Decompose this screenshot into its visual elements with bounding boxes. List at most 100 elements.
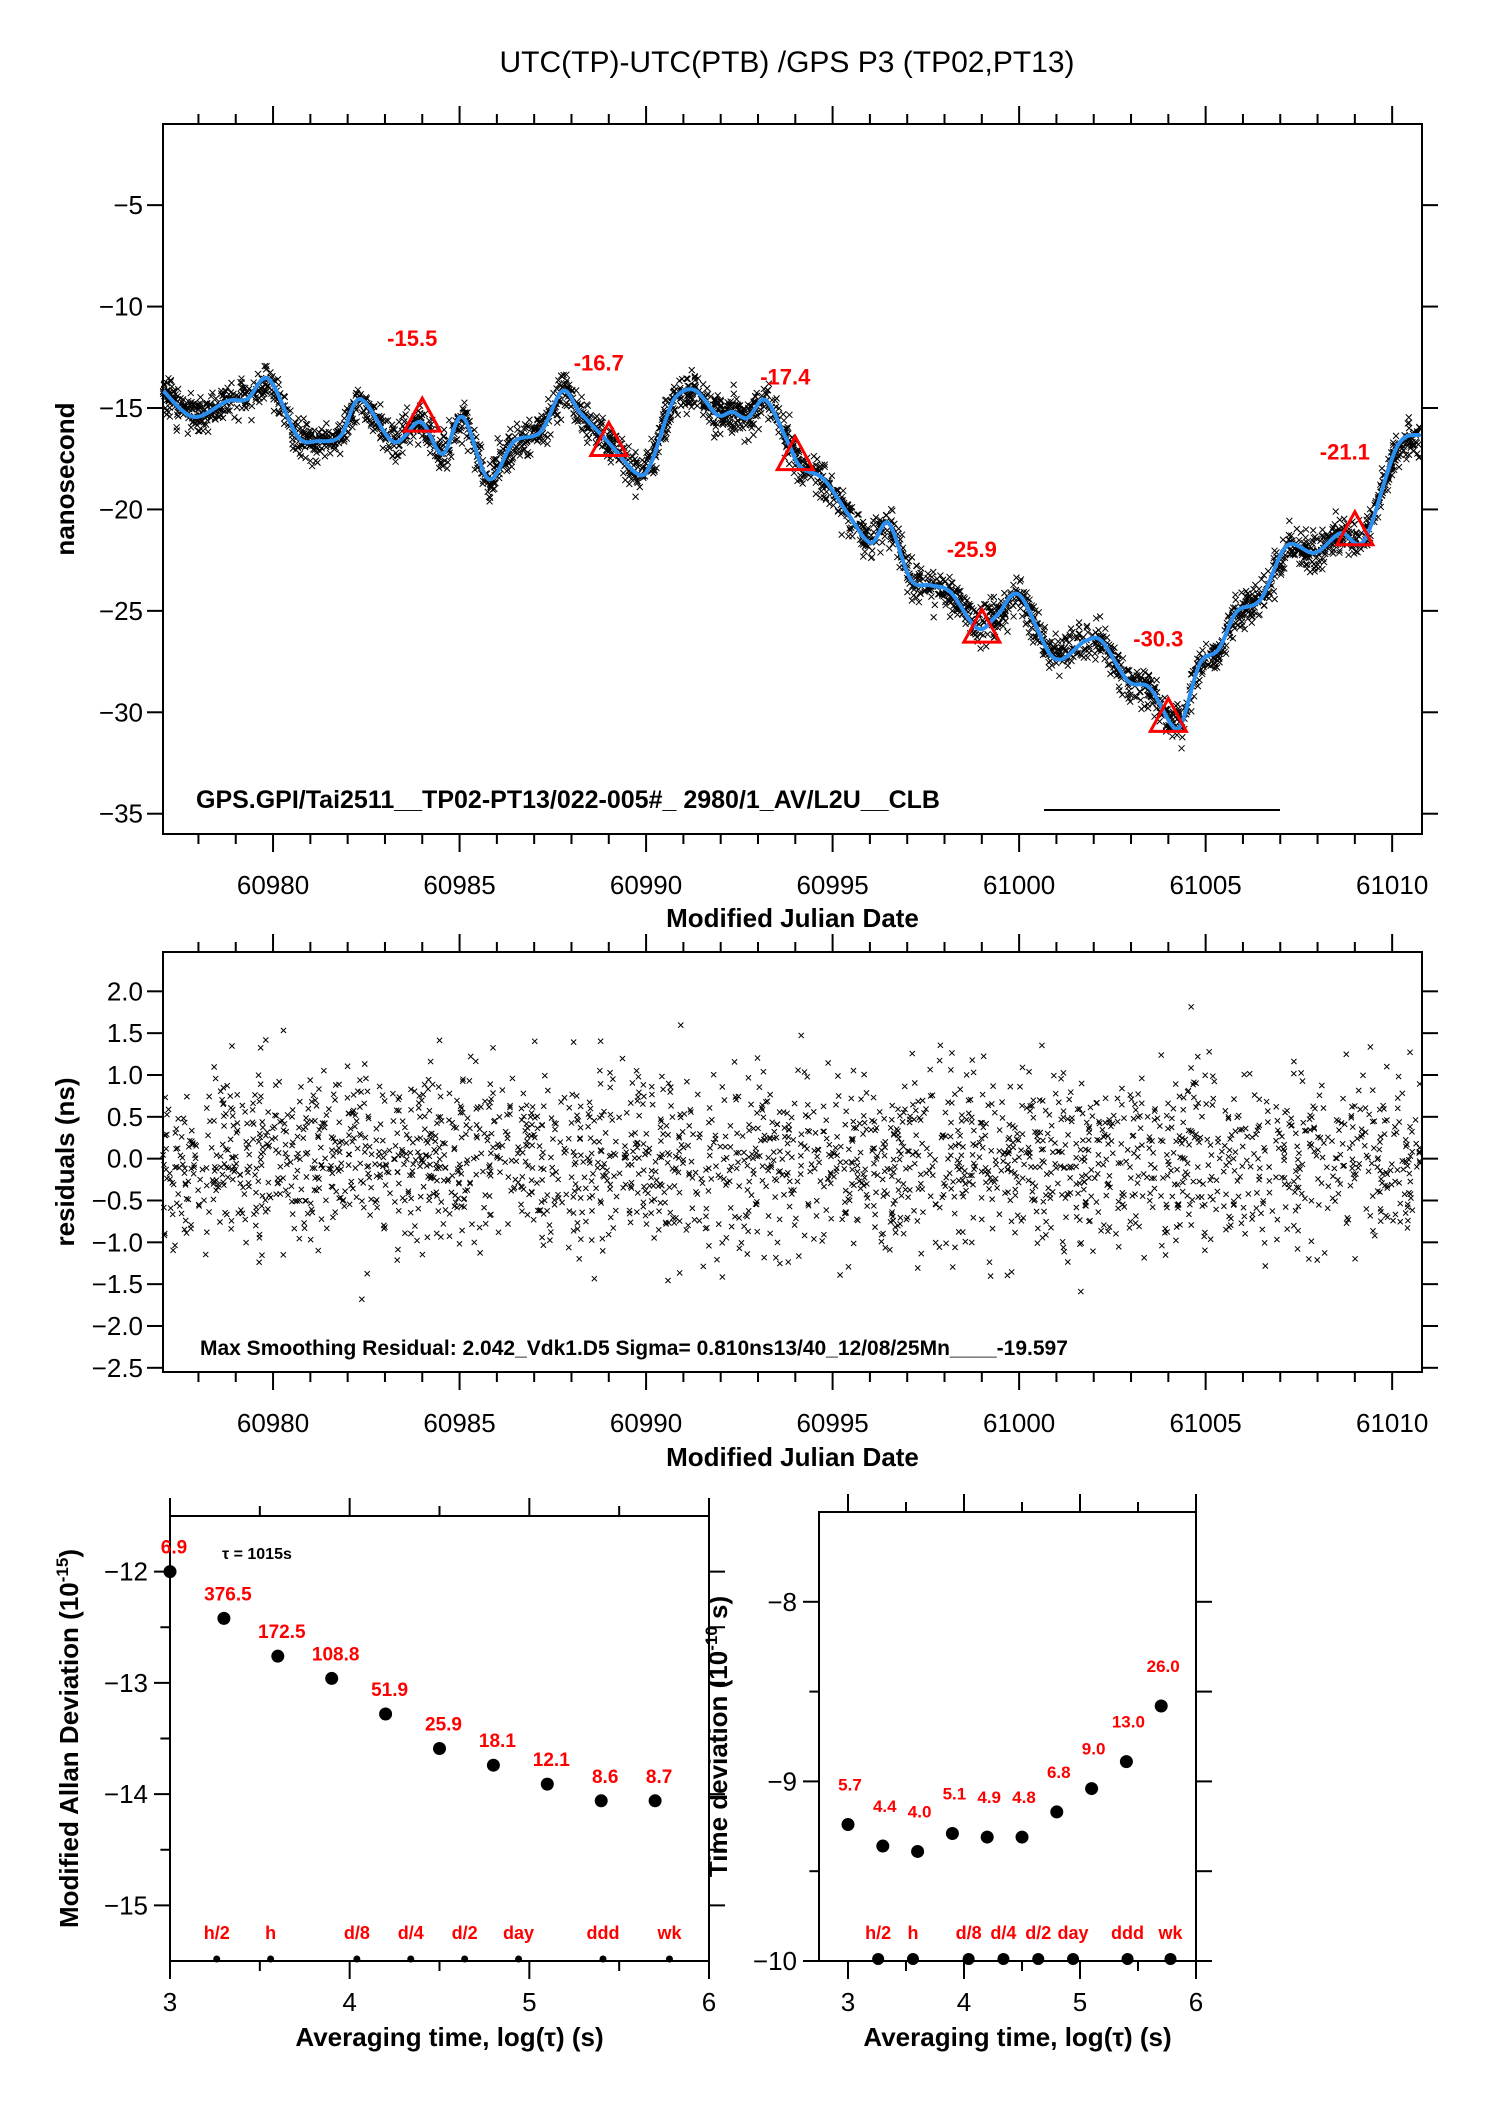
residual-point xyxy=(233,1160,240,1167)
raw-data-point xyxy=(376,401,384,408)
residual-point xyxy=(212,1075,219,1082)
residual-point xyxy=(881,1187,888,1194)
residual-point xyxy=(1162,1252,1169,1258)
y-tick-label: −30 xyxy=(99,697,143,727)
raw-data-point xyxy=(1069,628,1076,636)
raw-data-point xyxy=(219,414,227,422)
residual-point xyxy=(1083,1119,1090,1126)
residual-point xyxy=(1377,1167,1384,1174)
residual-point xyxy=(1025,1144,1032,1151)
residual-point xyxy=(784,1140,791,1147)
raw-data-point xyxy=(1392,432,1400,440)
residual-point xyxy=(536,1143,543,1150)
raw-data-point xyxy=(358,408,365,416)
residual-point xyxy=(779,1156,786,1163)
plot-frame xyxy=(162,123,1423,835)
residual-point xyxy=(169,1211,176,1218)
marker-value-label: -15.5 xyxy=(387,326,437,351)
raw-data-point xyxy=(1196,650,1204,657)
residual-point xyxy=(1172,1081,1179,1088)
residual-points xyxy=(160,1003,1423,1303)
residual-point xyxy=(508,1157,515,1164)
residual-point xyxy=(1367,1212,1374,1219)
raw-data-point xyxy=(1092,656,1099,663)
residual-point xyxy=(421,1113,428,1120)
residual-point xyxy=(1269,1208,1276,1215)
raw-data-point xyxy=(858,540,865,548)
residual-point xyxy=(994,1184,1001,1191)
raw-data-point xyxy=(1405,424,1413,432)
residual-point xyxy=(759,1163,766,1170)
residual-point xyxy=(929,1163,936,1170)
residual-point xyxy=(1147,1161,1154,1168)
residual-point xyxy=(705,1188,712,1194)
residual-point xyxy=(552,1126,558,1133)
raw-data-point xyxy=(1148,677,1156,684)
residual-point xyxy=(1214,1188,1221,1195)
residual-point xyxy=(462,1131,469,1138)
raw-data-point xyxy=(990,593,998,601)
residual-point xyxy=(533,1180,540,1186)
residual-point xyxy=(357,1077,363,1084)
residual-point xyxy=(367,1212,374,1218)
residual-point xyxy=(648,1174,655,1181)
residual-point xyxy=(262,1197,269,1204)
residual-point xyxy=(399,1118,406,1125)
residual-point xyxy=(909,1151,916,1158)
raw-data-point xyxy=(997,597,1005,605)
residual-point xyxy=(215,1181,222,1188)
residual-point xyxy=(1295,1174,1301,1181)
residual-point xyxy=(539,1177,546,1183)
raw-data-point xyxy=(1336,549,1343,557)
raw-data-point xyxy=(444,458,452,466)
residual-point xyxy=(1274,1216,1281,1223)
raw-data-point xyxy=(1062,635,1070,642)
raw-data-point xyxy=(267,369,274,376)
residual-point xyxy=(948,1119,954,1126)
residual-point xyxy=(963,1116,970,1123)
residual-point xyxy=(719,1239,726,1246)
residual-point xyxy=(955,1127,961,1134)
residual-point xyxy=(746,1121,752,1128)
residual-point xyxy=(1394,1095,1401,1101)
residual-point xyxy=(641,1183,647,1190)
residual-point xyxy=(1158,1192,1164,1199)
residual-point xyxy=(257,1156,264,1163)
raw-data-point xyxy=(1085,649,1093,657)
raw-data-point xyxy=(1106,661,1114,668)
residual-point xyxy=(946,1170,953,1177)
residual-point xyxy=(164,1111,170,1118)
residual-point xyxy=(978,1194,985,1201)
residual-point xyxy=(870,1094,877,1101)
raw-data-point xyxy=(392,458,399,466)
residual-point xyxy=(970,1214,977,1221)
residual-point xyxy=(391,1198,398,1205)
residual-point xyxy=(913,1132,920,1139)
residual-point xyxy=(820,1103,827,1110)
raw-data-point xyxy=(1271,595,1279,603)
raw-data-point xyxy=(1178,744,1185,752)
residual-point xyxy=(387,1190,393,1197)
residual-point xyxy=(1402,1210,1409,1217)
residual-point xyxy=(1044,1130,1051,1137)
residual-point xyxy=(663,1122,670,1129)
residual-point xyxy=(1346,1145,1353,1152)
residual-point xyxy=(373,1196,380,1203)
residual-point xyxy=(222,1209,229,1216)
residual-point xyxy=(381,1149,388,1156)
residual-point xyxy=(1020,1214,1027,1221)
residual-point xyxy=(1352,1255,1359,1262)
residual-point xyxy=(998,1167,1005,1174)
raw-data-point xyxy=(683,410,691,418)
residual-point xyxy=(1325,1183,1332,1190)
residual-point xyxy=(633,1067,640,1074)
raw-data-point xyxy=(302,420,310,428)
residual-point xyxy=(1005,1161,1011,1168)
raw-data-point xyxy=(779,410,787,418)
residual-point xyxy=(832,1144,839,1151)
residual-point xyxy=(1124,1146,1131,1153)
residual-point xyxy=(986,1259,993,1266)
residual-point xyxy=(165,1106,172,1113)
residual-point xyxy=(1231,1167,1238,1174)
